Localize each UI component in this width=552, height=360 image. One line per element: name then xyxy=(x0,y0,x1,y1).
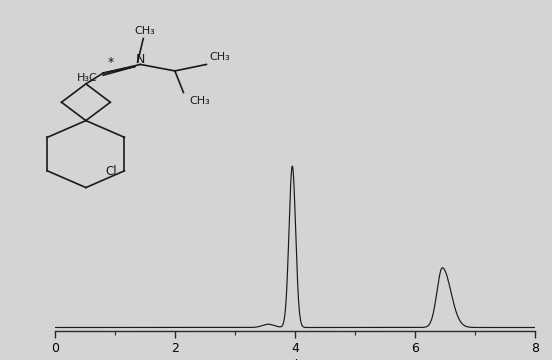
Text: *: * xyxy=(108,56,114,69)
Text: CH₃: CH₃ xyxy=(209,52,230,62)
Text: CH₃: CH₃ xyxy=(134,26,155,36)
Text: N: N xyxy=(136,53,146,66)
Text: CH₃: CH₃ xyxy=(189,96,210,106)
Text: Cl: Cl xyxy=(105,165,117,179)
Text: H₃C: H₃C xyxy=(77,73,97,84)
